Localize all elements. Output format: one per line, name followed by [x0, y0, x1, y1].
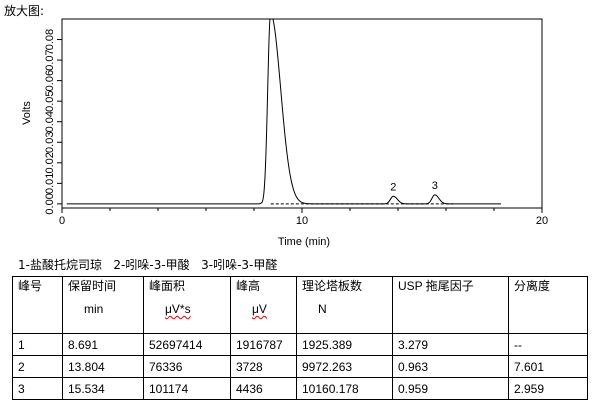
table-cell: 52697414 [143, 333, 231, 356]
trace-layer [66, 18, 501, 205]
x-axis-title: Time (min) [278, 236, 330, 248]
table-cell: 15.534 [62, 377, 144, 400]
results-table: 峰号 保留时间 min 峰面积 μV*s 峰高 μV 理论塔板数 N USP 拖尾因子 分离度 1 8.… [12, 276, 588, 400]
peak-label: 3 [432, 180, 438, 192]
y-tick-label: 0.01 [44, 173, 56, 194]
header-label: 峰号 [18, 279, 43, 293]
table-cell: 76336 [143, 355, 231, 378]
y-tick-label: 0.05 [44, 90, 56, 111]
table-cell: 4436 [230, 377, 297, 400]
chromatogram-chart: 0 10 20 0.000.010.020.030.040.050.060.070.0… [21, 18, 548, 248]
table-cell: 1 [12, 333, 63, 356]
table-cell: 7.601 [508, 355, 588, 378]
y-tick-label: 0.02 [44, 152, 56, 173]
header-unit: μV [252, 302, 267, 316]
table-header-cell: 峰面积 μV*s [143, 276, 231, 334]
table-cell: 13.804 [62, 355, 144, 378]
table-cell: 3 [12, 377, 63, 400]
plot-frame-rect [61, 18, 543, 209]
table-header-cell: 保留时间 min [62, 276, 144, 334]
header-label: USP 拖尾因子 [398, 279, 474, 293]
table-header-cell: 峰号 [12, 276, 63, 334]
header-label: 理论塔板数 [302, 279, 363, 293]
table-cell: 3728 [230, 355, 297, 378]
table-cell: 2 [12, 355, 63, 378]
header-unit: N [318, 302, 327, 316]
table-header-cell: 峰高 μV [230, 276, 297, 334]
table-cell: 10160.178 [296, 377, 393, 400]
peak-label: 2 [390, 181, 396, 193]
table-cell: 0.959 [392, 377, 509, 400]
y-tick-label: 0.00 [44, 193, 56, 214]
table-header-cell: USP 拖尾因子 [392, 276, 509, 334]
table-cell: 8.691 [62, 333, 144, 356]
y-axis-title: Volts [21, 101, 33, 125]
header-unit: min [84, 302, 104, 316]
peak-legend: 1-盐酸托烷司琼 2-吲哚-3-甲酸 3-吲哚-3-甲醛 [18, 258, 278, 272]
header-label: 保留时间 [68, 279, 117, 293]
table-header-cell: 分离度 [508, 276, 588, 334]
y-tick-label: 0.03 [44, 132, 56, 153]
header-label: 峰面积 [149, 279, 186, 293]
table-cell: 101174 [143, 377, 231, 400]
x-tick-label: 0 [59, 215, 65, 227]
header-label: 峰高 [236, 279, 261, 293]
table-cell: 0.963 [392, 355, 509, 378]
table-row: 1 8.691 52697414 1916787 1925.389 3.279 -- [12, 333, 588, 356]
table-cell: -- [508, 333, 588, 356]
plot-frame [61, 18, 543, 209]
page-title: 放大图: [4, 4, 45, 18]
header-unit: μV*s [165, 302, 191, 316]
table-cell: 1925.389 [296, 333, 393, 356]
table-cell: 3.279 [392, 333, 509, 356]
table-header-row: 峰号 保留时间 min 峰面积 μV*s 峰高 μV 理论塔板数 N USP 拖尾因子 分离度 [12, 276, 588, 334]
y-tick-label: 0.04 [44, 111, 56, 132]
x-tick-label: 10 [296, 215, 308, 227]
table-row: 2 13.804 76336 3728 9972.263 0.963 7.601 [12, 355, 588, 378]
header-label: 分离度 [514, 279, 551, 293]
axis-ticks: 0 10 20 0.000.010.020.030.040.050.060.070.0… [44, 29, 548, 227]
table-cell: 9972.263 [296, 355, 393, 378]
x-tick-label: 20 [536, 215, 548, 227]
y-tick-label: 0.08 [44, 29, 56, 50]
table-header-cell: 理论塔板数 N [296, 276, 393, 334]
y-tick-label: 0.06 [44, 70, 56, 91]
table-cell: 2.959 [508, 377, 588, 400]
y-tick-label: 0.07 [44, 49, 56, 70]
chromatogram-trace [66, 18, 501, 205]
table-row: 3 15.534 101174 4436 10160.178 0.959 2.959 [12, 377, 588, 400]
table-cell: 1916787 [230, 333, 297, 356]
